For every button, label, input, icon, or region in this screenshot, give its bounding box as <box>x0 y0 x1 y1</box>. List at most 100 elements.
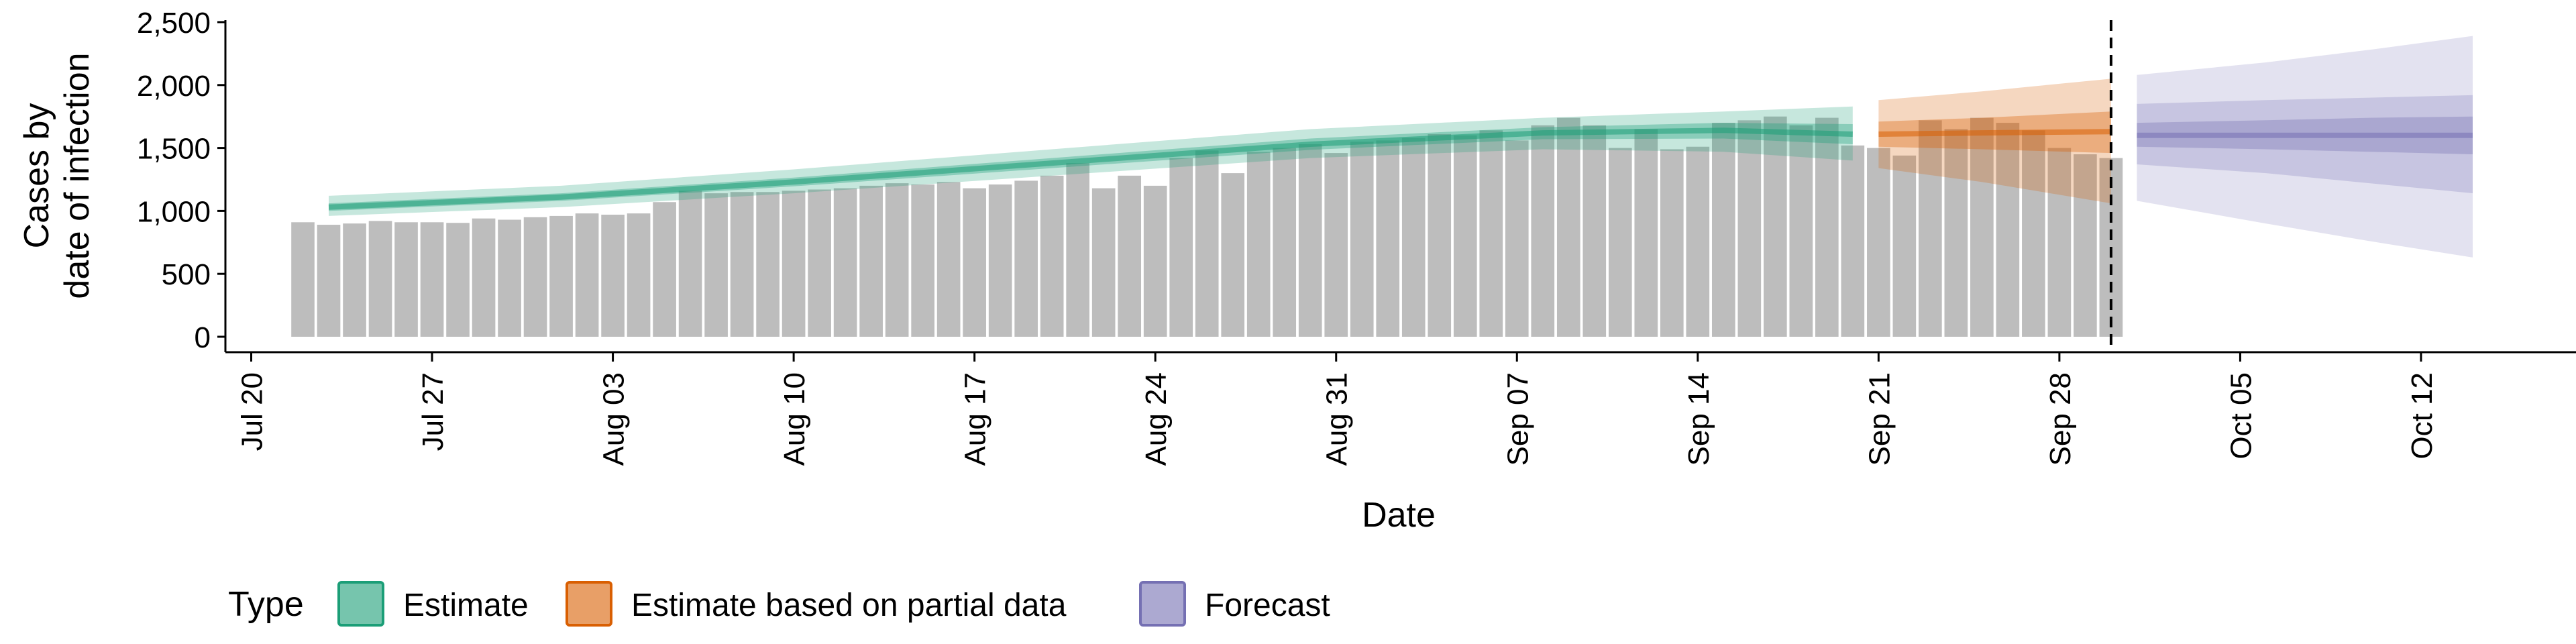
bar <box>1737 120 1762 337</box>
bar <box>808 189 831 337</box>
bar <box>2074 154 2097 337</box>
x-tick-label: Aug 03 <box>598 372 631 466</box>
bar <box>368 221 392 337</box>
series-estimate <box>328 106 1853 216</box>
bar <box>523 217 547 337</box>
x-tick-label: Jul 27 <box>417 372 449 451</box>
bar <box>343 223 366 337</box>
bar <box>2047 148 2072 337</box>
series-forecast <box>2137 36 2473 258</box>
series-estimate-based-on-partial-data <box>1878 78 2111 204</box>
bar <box>885 183 909 337</box>
ribbons-layer <box>328 36 2473 258</box>
bars-layer <box>291 116 2123 337</box>
ribbon-outer <box>2137 95 2473 194</box>
bar <box>1892 155 1917 337</box>
x-tick-label: Oct 05 <box>2224 372 2257 460</box>
y-tick-label: 2,500 <box>137 7 211 40</box>
legend-swatch <box>1139 581 1186 627</box>
bar <box>988 184 1012 337</box>
bar <box>291 222 315 337</box>
bar <box>2022 130 2045 337</box>
legend-label: Estimate based on partial data <box>631 588 1067 623</box>
bar <box>1479 130 1503 337</box>
bar <box>1660 149 1684 337</box>
bar <box>1428 133 1452 337</box>
bar <box>653 202 676 337</box>
bar <box>782 191 806 337</box>
y-ticks: 0 500 1,000 1,500 2,000 2,500 <box>137 7 225 354</box>
bar <box>627 213 651 337</box>
bar <box>1376 140 1400 337</box>
y-axis-label-line-2: date of infection <box>58 52 97 299</box>
legend-item: Estimate based on partial data <box>566 581 1067 627</box>
x-tick-label: Jul 20 <box>236 372 269 451</box>
bar <box>1040 175 1064 337</box>
axes-layer <box>224 20 2576 354</box>
x-tick-label: Sep 21 <box>1863 372 1896 466</box>
bar <box>1764 116 1787 337</box>
bar <box>1273 148 1297 337</box>
x-tick-label: Oct 12 <box>2406 372 2438 460</box>
bar <box>1996 123 2020 337</box>
bar <box>1453 135 1477 337</box>
bar <box>1867 148 1890 337</box>
bar <box>1556 117 1580 337</box>
bar <box>678 191 702 337</box>
bar <box>1944 129 1968 337</box>
bar <box>1324 153 1348 337</box>
legend-item: Estimate <box>337 581 529 627</box>
y-axis-label-line-1: Cases by <box>17 103 56 249</box>
ribbon-outer <box>1878 78 2111 204</box>
bar <box>1091 188 1116 337</box>
x-tick-label: Sep 14 <box>1682 372 1715 466</box>
x-tick-label: Aug 24 <box>1140 372 1173 466</box>
bar <box>1169 158 1193 337</box>
bar <box>472 218 496 337</box>
bar <box>1686 146 1710 337</box>
y-axis-label: Cases by date of infection <box>17 52 97 299</box>
bar <box>1014 180 1038 337</box>
bar <box>756 192 780 337</box>
y-tick-label: 500 <box>162 258 211 291</box>
x-tick-label: Sep 07 <box>1501 372 1534 466</box>
y-tick-label: 0 <box>195 321 211 354</box>
legend-title: Type <box>228 585 304 624</box>
bar <box>1711 123 1735 337</box>
bar <box>1221 173 1245 337</box>
x-tick-label: Aug 10 <box>778 372 811 466</box>
bar <box>704 193 728 337</box>
y-tick-label: 1,000 <box>137 195 211 228</box>
y-tick-label: 2,000 <box>137 70 211 103</box>
bar <box>911 184 934 337</box>
bar <box>601 215 625 337</box>
bar <box>420 222 444 337</box>
bar <box>1505 140 1529 337</box>
x-axis-label: Date <box>1362 496 1436 535</box>
bar <box>317 225 341 337</box>
bar <box>498 219 521 337</box>
bar <box>1350 142 1374 337</box>
bar <box>1066 163 1089 337</box>
legend-swatch <box>337 581 384 627</box>
bar <box>446 223 470 337</box>
bar <box>394 222 418 337</box>
bar <box>1841 145 1865 337</box>
bar <box>1582 125 1607 337</box>
bar <box>963 188 986 337</box>
bar <box>1401 138 1426 337</box>
legend-label: Estimate <box>403 588 529 623</box>
bar <box>1634 129 1658 337</box>
bar <box>1246 152 1271 337</box>
bar <box>1970 117 1994 337</box>
median-line <box>1878 129 2111 137</box>
bar <box>1789 125 1813 337</box>
bar <box>1531 125 1555 337</box>
bar <box>1143 185 1167 337</box>
bar <box>1608 148 1632 337</box>
bar <box>1118 175 1142 337</box>
ribbon-90 <box>2137 36 2473 258</box>
bar <box>1298 144 1322 337</box>
x-ticks: Jul 20 Jul 27 Aug 03 Aug 10 Aug 17 Aug 24 Aug … <box>236 352 2438 466</box>
bar <box>859 185 883 337</box>
